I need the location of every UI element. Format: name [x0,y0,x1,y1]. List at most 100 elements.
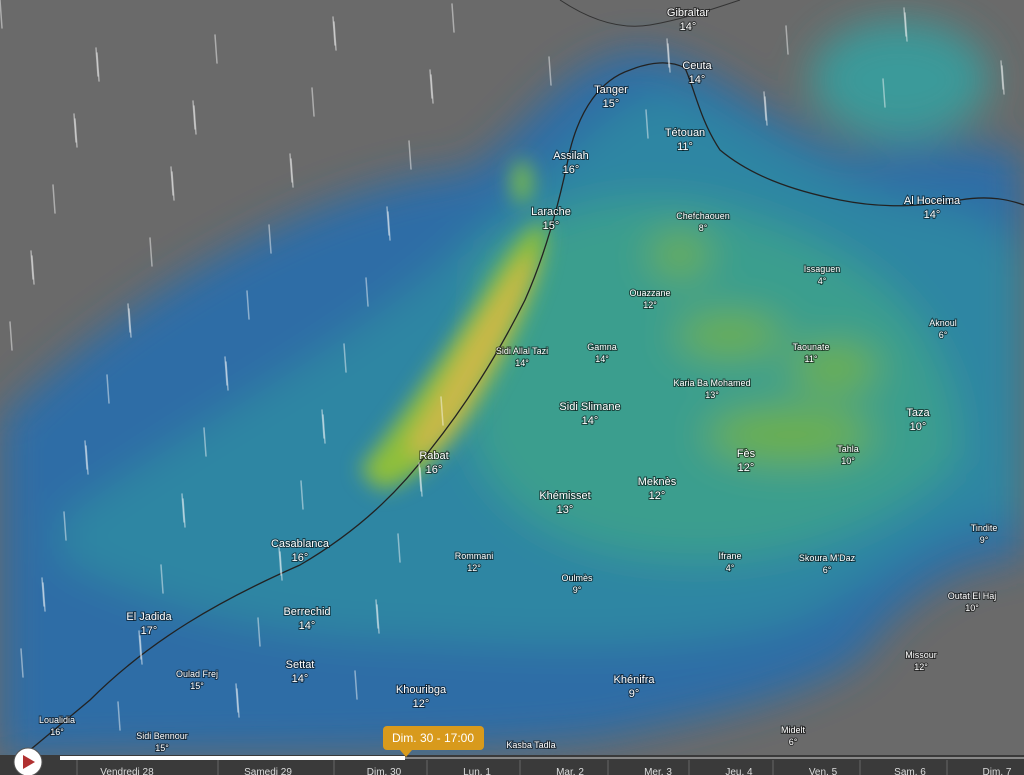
city-name: Gibraltar [667,7,710,19]
wind-streak [139,635,143,665]
wind-streak [214,34,218,64]
city-name: Outat El Haj [948,591,997,601]
wind-streak [785,25,789,55]
city-temp: 15° [603,98,620,110]
wind-streak [106,374,110,404]
wind-streaks [0,0,1005,731]
play-icon[interactable] [23,755,35,769]
city-temp: 12° [914,662,928,672]
wind-streak [42,582,46,612]
city-temp: 9° [980,535,989,545]
city-temp: 11° [805,354,818,364]
city-name: Sidi Allal Tazi [496,346,548,356]
wind-streak [257,617,261,647]
city-temp: 15° [155,743,169,753]
city-temp: 4° [818,276,827,286]
city-name: Midelt [781,725,806,735]
wind-streak [289,153,293,183]
city-temp: 14° [924,209,941,221]
wind-streak [418,462,422,492]
wind-streak [127,303,131,333]
wind-streak [85,445,89,475]
city-name: Oulmès [561,573,593,583]
city-temp: 10° [841,456,855,466]
wind-streak [333,21,337,51]
wind-streak [170,166,174,196]
city-temp: 9° [629,688,640,700]
tooltip-pointer [400,750,412,757]
wind-streak [246,290,250,320]
day-label[interactable]: Sam. 6 [894,767,926,775]
city-name: Loualidia [39,715,75,725]
wind-streak [63,511,67,541]
rain-band [360,160,546,490]
city-temp: 10° [965,603,979,613]
wind-streak [182,498,186,528]
wind-streak [645,109,649,139]
wind-streak [387,211,391,241]
wind-streak [440,396,444,426]
day-label[interactable]: Lun. 1 [463,767,491,775]
day-label[interactable]: Dim. 30 [367,767,402,775]
city-name: Khouribga [396,684,447,696]
play-button[interactable] [13,747,43,775]
day-label[interactable]: Jeu. 4 [725,767,753,775]
city-temp: 13° [705,390,719,400]
city-name: Taounate [792,342,829,352]
city-name: Khémisset [539,490,590,502]
wind-streak [376,604,380,634]
city-name: Chefchaouen [676,211,730,221]
day-label[interactable]: Vendredi 28 [100,767,154,775]
wind-streak [30,250,34,280]
time-tooltip: Dim. 30 - 17:00 [383,726,484,757]
wind-streak [764,96,768,126]
wind-streak [322,414,326,444]
day-label[interactable]: Ven. 5 [809,767,838,775]
precipitation-layer [0,20,1024,760]
city-name: Missour [905,650,937,660]
city-temp: 14° [595,354,609,364]
wind-streak [365,277,369,307]
city-name: Ouazzane [629,288,670,298]
city-temp: 16° [426,464,443,476]
day-label[interactable]: Dim. 7 [983,767,1012,775]
wind-streak [225,361,229,391]
city-temp: 14° [582,415,599,427]
city-temp: 6° [823,565,832,575]
wind-streak [300,480,304,510]
city-name: Karia Ba Mohamed [673,378,750,388]
wind-streak [96,52,100,82]
wind-streak [386,206,390,236]
city-temp: 17° [141,625,158,637]
wind-streak [160,564,164,594]
day-label[interactable]: Mar. 2 [556,767,584,775]
wind-streak [128,308,132,338]
timeline-days[interactable]: Vendredi 28 Samedi 29 Dim. 30 Lun. 1 Mar. 2 M… [76,760,1012,775]
city-name: Ifrane [718,551,741,561]
city-name: Issaguen [804,264,841,274]
city-name: Berrechid [283,606,330,618]
city-temp: 14° [515,358,529,368]
day-label[interactable]: Mer. 3 [644,767,672,775]
wind-streak [84,440,88,470]
wind-streak [31,255,35,285]
wind-streak [224,356,228,386]
wind-streak [903,7,907,37]
wind-streak [321,409,325,439]
city-temp: 15° [190,681,204,691]
wind-streak [41,577,45,607]
wind-streak [74,118,78,148]
city-name: Sidi Slimane [559,401,620,413]
city-temp: 12° [643,300,657,310]
coastline-north [559,0,741,27]
wind-streak [548,56,552,86]
day-label[interactable]: Samedi 29 [244,767,292,775]
wind-streak [52,184,56,214]
wind-streak [311,87,315,117]
wind-streak [419,467,423,497]
wind-streak [904,12,908,42]
wind-streak [278,546,282,576]
city-name: Tanger [594,84,628,96]
